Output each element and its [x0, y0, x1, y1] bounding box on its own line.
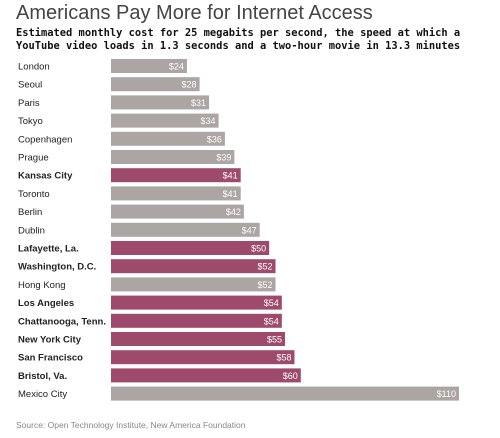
category-label-los-angeles: Los Angeles	[18, 298, 74, 309]
value-label-london: $24	[169, 62, 184, 72]
value-label-los-angeles: $54	[264, 298, 279, 308]
bar-washington-d-c	[111, 259, 276, 274]
value-label-washington-d-c: $52	[257, 262, 272, 272]
category-label-kansas-city: Kansas City	[18, 171, 73, 182]
bar-hong-kong	[111, 277, 276, 292]
value-label-paris: $31	[191, 98, 206, 108]
category-label-berlin: Berlin	[18, 207, 42, 218]
value-label-prague: $39	[216, 153, 231, 163]
category-label-copenhagen: Copenhagen	[18, 134, 72, 145]
chart-subtitle: Estimated monthly cost for 25 megabits p…	[16, 27, 461, 52]
bar-new-york-city	[111, 332, 285, 346]
category-label-lafayette-la: Lafayette, La.	[18, 244, 79, 255]
bar-kansas-city	[111, 168, 241, 183]
category-label-paris: Paris	[18, 98, 40, 109]
bar-bristol-va	[111, 368, 301, 383]
category-label-san-francisco: San Francisco	[18, 353, 83, 364]
category-label-seoul: Seoul	[18, 80, 42, 91]
value-label-tokyo: $34	[201, 116, 216, 126]
chart-title: Americans Pay More for Internet Access	[16, 2, 373, 24]
bar-paris	[111, 95, 210, 110]
value-label-dublin: $47	[242, 225, 257, 235]
value-label-chattanooga-tenn: $54	[264, 316, 279, 326]
bar-lafayette-la	[111, 241, 270, 255]
category-label-london: London	[18, 62, 50, 73]
bar-san-francisco	[111, 350, 295, 365]
value-label-copenhagen: $36	[207, 134, 222, 144]
bar-seoul	[111, 77, 200, 92]
bar-los-angeles	[111, 295, 282, 310]
source-note: Source: Open Technology Institute, New A…	[16, 420, 246, 430]
category-label-dublin: Dublin	[18, 225, 45, 236]
value-label-kansas-city: $41	[223, 171, 238, 181]
value-label-san-francisco: $58	[276, 353, 291, 363]
bar-mexico-city	[111, 386, 459, 401]
bar-prague	[111, 150, 235, 164]
bar-tokyo	[111, 113, 219, 128]
value-label-toronto: $41	[223, 189, 238, 199]
value-label-new-york-city: $55	[267, 335, 282, 345]
category-label-hong-kong: Hong Kong	[18, 280, 66, 291]
bar-dublin	[111, 222, 260, 237]
bar-chattanooga-tenn	[111, 313, 282, 328]
value-label-hong-kong: $52	[257, 280, 272, 290]
category-label-prague: Prague	[18, 153, 49, 164]
category-label-chattanooga-tenn: Chattanooga, Tenn.	[18, 316, 106, 327]
category-label-toronto: Toronto	[18, 189, 50, 200]
bar-copenhagen	[111, 131, 225, 146]
category-label-new-york-city: New York City	[18, 335, 82, 346]
value-label-mexico-city: $110	[437, 389, 456, 399]
category-label-tokyo: Tokyo	[18, 116, 43, 127]
value-label-bristol-va: $60	[283, 371, 298, 381]
bar-berlin	[111, 204, 244, 219]
category-label-mexico-city: Mexico City	[18, 389, 67, 400]
bar-toronto	[111, 186, 241, 201]
value-label-berlin: $42	[226, 207, 241, 217]
bar-london	[111, 59, 187, 73]
category-label-bristol-va: Bristol, Va.	[18, 371, 67, 382]
value-label-lafayette-la: $50	[251, 244, 266, 254]
value-label-seoul: $28	[182, 80, 197, 90]
category-label-washington-d-c: Washington, D.C.	[18, 262, 96, 273]
